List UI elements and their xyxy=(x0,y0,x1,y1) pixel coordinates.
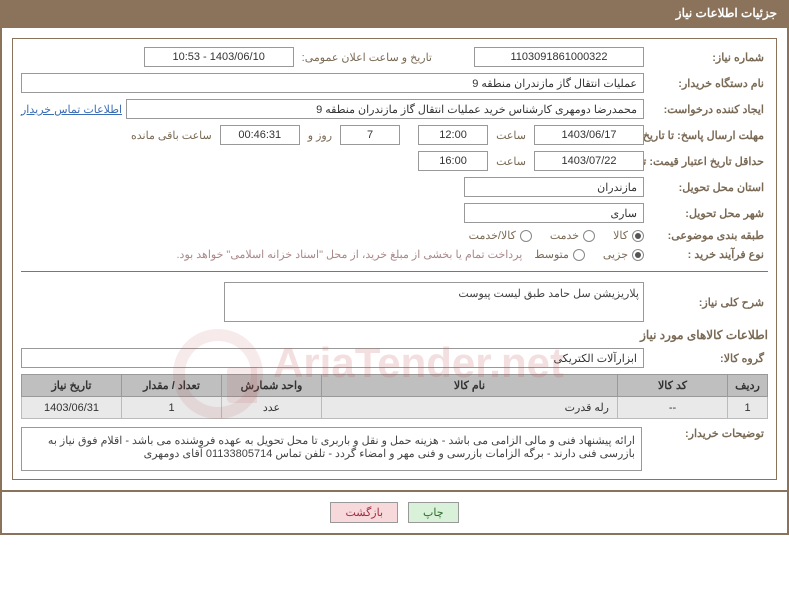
th-date: تاریخ نیاز xyxy=(22,375,122,397)
payment-note: پرداخت تمام یا بخشی از مبلغ خرید، از محل… xyxy=(177,248,523,261)
price-time-label: ساعت xyxy=(492,155,530,168)
city-value: ساری xyxy=(464,203,644,223)
price-time-value: 16:00 xyxy=(418,151,488,171)
subject-class-label: طبقه بندی موضوعی: xyxy=(648,229,768,242)
cell-unit: عدد xyxy=(222,397,322,419)
need-no-value: 1103091861000322 xyxy=(474,47,644,67)
radio-medium[interactable]: متوسط xyxy=(534,248,585,261)
back-button[interactable]: بازگشت xyxy=(330,502,398,523)
table-row: 1 -- رله قدرت عدد 1 1403/06/31 xyxy=(22,397,768,419)
print-button[interactable]: چاپ xyxy=(408,502,459,523)
radio-goods[interactable]: کالا xyxy=(613,229,644,242)
subject-radio-group: کالا خدمت کالا/خدمت xyxy=(469,229,644,242)
goods-section-title: اطلاعات کالاهای مورد نیاز xyxy=(21,328,768,342)
days-and-label: روز و xyxy=(304,129,336,142)
radio-minor[interactable]: جزیی xyxy=(603,248,644,261)
cell-rownum: 1 xyxy=(728,397,768,419)
requester-value: محمدرضا دومهری کارشناس خرید عملیات انتقا… xyxy=(126,99,644,119)
th-name: نام کالا xyxy=(322,375,618,397)
radio-goods-service[interactable]: کالا/خدمت xyxy=(469,229,532,242)
time-left-value: 00:46:31 xyxy=(220,125,300,145)
province-value: مازندران xyxy=(464,177,644,197)
buyer-notes-label: توضیحات خریدار: xyxy=(648,427,768,471)
th-unit: واحد شمارش xyxy=(222,375,322,397)
remaining-label: ساعت باقی مانده xyxy=(127,129,216,142)
buyer-org-label: نام دستگاه خریدار: xyxy=(648,77,768,90)
days-left-value: 7 xyxy=(340,125,400,145)
buyer-org-value: عملیات انتقال گاز مازندران منطقه 9 xyxy=(21,73,644,93)
goods-group-label: گروه کالا: xyxy=(648,352,768,365)
th-qty: تعداد / مقدار xyxy=(122,375,222,397)
radio-service[interactable]: خدمت xyxy=(550,229,595,242)
th-code: کد کالا xyxy=(618,375,728,397)
price-validity-label: حداقل تاریخ اعتبار قیمت: تا تاریخ: xyxy=(648,155,768,168)
buyer-notes-value: ارائه پیشنهاد فنی و مالی الزامی می باشد … xyxy=(21,427,642,471)
province-label: استان محل تحویل: xyxy=(648,181,768,194)
cell-name: رله قدرت xyxy=(322,397,618,419)
goods-group-value: ابزارآلات الکتریکی xyxy=(21,348,644,368)
th-row: ردیف xyxy=(728,375,768,397)
overall-desc-label: شرح کلی نیاز: xyxy=(648,296,768,309)
announce-dt-value: 1403/06/10 - 10:53 xyxy=(144,47,294,67)
cell-date: 1403/06/31 xyxy=(22,397,122,419)
overall-desc-value: پلاریزیشن سل حامد طبق لیست پیوست xyxy=(224,282,644,322)
panel-title: جزئیات اطلاعات نیاز xyxy=(0,0,789,26)
price-date-value: 1403/07/22 xyxy=(534,151,644,171)
reply-time-value: 12:00 xyxy=(418,125,488,145)
purchase-type-label: نوع فرآیند خرید : xyxy=(648,248,768,261)
announce-dt-label: تاریخ و ساعت اعلان عمومی: xyxy=(298,51,436,64)
buyer-contact-link[interactable]: اطلاعات تماس خریدار xyxy=(21,103,122,116)
requester-label: ایجاد کننده درخواست: xyxy=(648,103,768,116)
city-label: شهر محل تحویل: xyxy=(648,207,768,220)
items-table: ردیف کد کالا نام کالا واحد شمارش تعداد /… xyxy=(21,374,768,419)
purchase-radio-group: جزیی متوسط xyxy=(534,248,644,261)
reply-deadline-label: مهلت ارسال پاسخ: تا تاریخ: xyxy=(648,129,768,142)
need-no-label: شماره نیاز: xyxy=(648,51,768,64)
reply-time-label: ساعت xyxy=(492,129,530,142)
cell-code: -- xyxy=(618,397,728,419)
cell-qty: 1 xyxy=(122,397,222,419)
reply-date-value: 1403/06/17 xyxy=(534,125,644,145)
